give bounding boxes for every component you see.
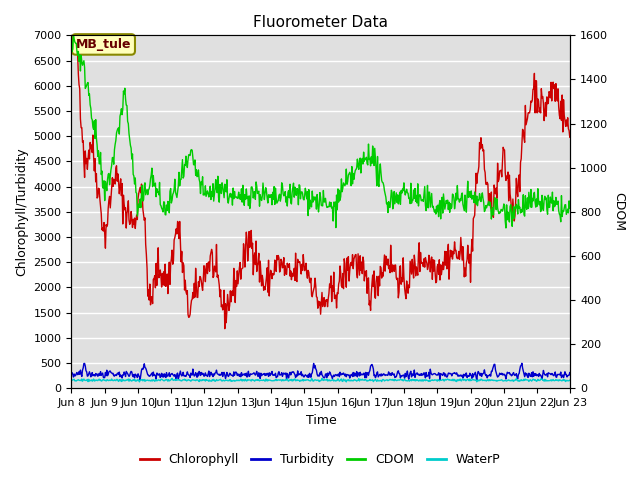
Legend: Chlorophyll, Turbidity, CDOM, WaterP: Chlorophyll, Turbidity, CDOM, WaterP [135, 448, 505, 471]
Line: Turbidity: Turbidity [72, 363, 570, 380]
WaterP [68, 378, 76, 384]
CDOM [205, 190, 213, 195]
WaterP [128, 378, 136, 384]
Line: Chlorophyll: Chlorophyll [72, 36, 570, 329]
WaterP [397, 377, 405, 383]
CDOM [179, 175, 187, 181]
Chlorophyll [69, 33, 77, 38]
Turbidity [128, 369, 136, 375]
Line: CDOM: CDOM [72, 36, 570, 228]
WaterP [342, 379, 350, 385]
CDOM [382, 194, 390, 200]
Chlorophyll [397, 281, 405, 287]
X-axis label: Time: Time [305, 414, 336, 427]
Chlorophyll [77, 125, 85, 131]
WaterP [77, 377, 84, 383]
Turbidity [179, 372, 186, 378]
CDOM [77, 52, 85, 58]
Turbidity [518, 360, 525, 366]
Turbidity [566, 371, 574, 377]
Chlorophyll [383, 261, 390, 267]
Title: Fluorometer Data: Fluorometer Data [253, 15, 388, 30]
Turbidity [77, 367, 84, 373]
Chlorophyll [205, 268, 213, 274]
Chlorophyll [221, 326, 228, 332]
CDOM [566, 204, 574, 210]
Chlorophyll [179, 260, 187, 266]
WaterP [179, 377, 187, 383]
Y-axis label: Chlorophyll/Turbidity: Chlorophyll/Turbidity [15, 147, 28, 276]
CDOM [397, 202, 404, 207]
Text: MB_tule: MB_tule [76, 38, 131, 51]
Chlorophyll [129, 225, 136, 230]
CDOM [68, 36, 76, 41]
Y-axis label: CDOM: CDOM [612, 192, 625, 231]
Turbidity [396, 371, 404, 377]
Chlorophyll [566, 134, 574, 140]
WaterP [205, 377, 213, 383]
CDOM [129, 151, 136, 157]
Turbidity [381, 372, 389, 378]
WaterP [383, 377, 390, 383]
CDOM [70, 33, 77, 38]
Line: WaterP: WaterP [72, 378, 570, 382]
Turbidity [473, 377, 481, 383]
Turbidity [68, 371, 76, 376]
WaterP [566, 377, 574, 383]
CDOM [502, 225, 510, 231]
Turbidity [205, 368, 212, 374]
WaterP [168, 375, 176, 381]
Chlorophyll [68, 33, 76, 39]
